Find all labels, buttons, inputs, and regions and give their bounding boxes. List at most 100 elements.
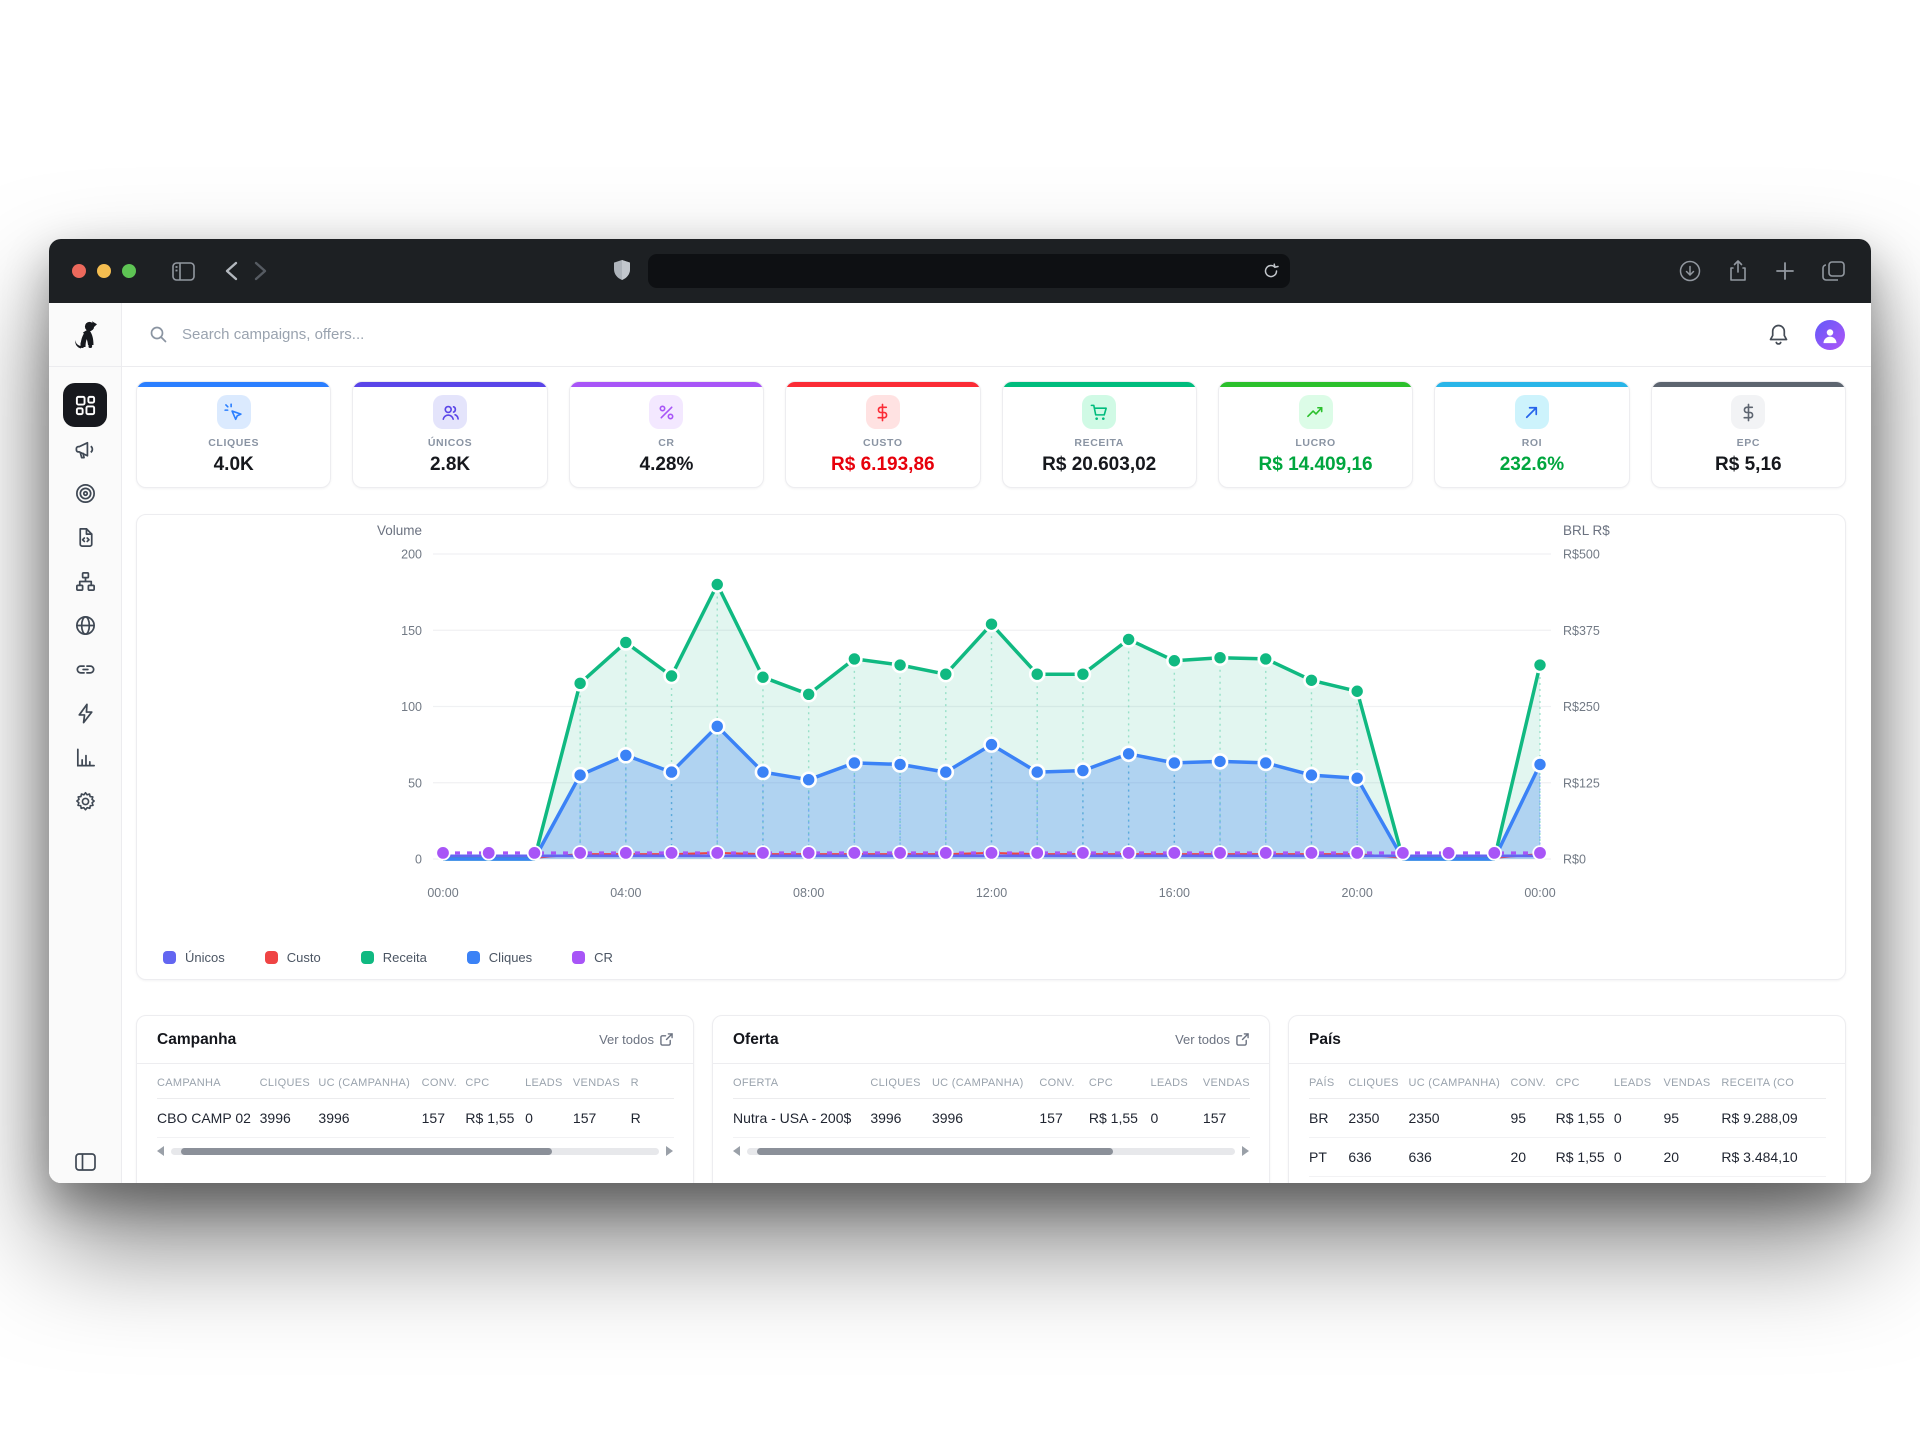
kpi-card-cliques: CLIQUES 4.0K — [136, 381, 332, 488]
svg-text:16:00: 16:00 — [1159, 886, 1190, 900]
privacy-shield-icon[interactable] — [613, 259, 631, 281]
svg-text:00:00: 00:00 — [427, 886, 458, 900]
external-link-icon — [660, 1033, 673, 1046]
oferta-title: Oferta — [733, 1030, 779, 1048]
search-icon — [150, 326, 167, 343]
legend-swatch — [163, 951, 176, 964]
svg-text:150: 150 — [401, 624, 422, 638]
campanha-title: Campanha — [157, 1030, 237, 1048]
url-bar[interactable] — [648, 254, 1290, 288]
lightning-icon — [77, 703, 93, 723]
svg-text:Volume: Volume — [377, 523, 422, 538]
horizontal-scrollbar[interactable] — [137, 1138, 693, 1156]
kpi-value: R$ 5,16 — [1715, 454, 1782, 475]
sidebar-item-reports[interactable] — [63, 735, 107, 779]
scroll-right-arrow[interactable] — [1242, 1146, 1249, 1156]
scrollbar-thumb[interactable] — [756, 1147, 1113, 1155]
table-row[interactable]: Nutra - USA - 200$ 3996 3996 157 R$ 1,55 0 157 — [733, 1098, 1250, 1138]
downloads-icon[interactable] — [1679, 260, 1701, 282]
scroll-left-arrow[interactable] — [733, 1146, 740, 1156]
table-header-row: OFERTA CLIQUES UC (CAMPANHA) CONV. CPC LEADS V… — [733, 1064, 1250, 1099]
browser-forward-button[interactable] — [254, 261, 267, 281]
notifications-bell-icon[interactable] — [1768, 323, 1789, 346]
sidebar-collapse-icon[interactable] — [49, 1153, 121, 1171]
sidebar-item-landing-pages[interactable] — [63, 515, 107, 559]
browser-toolbar — [49, 239, 1871, 303]
reload-icon[interactable] — [1263, 263, 1279, 279]
arrow-up-right-icon — [1514, 395, 1549, 429]
legend-item-cliques[interactable]: Cliques — [466, 950, 532, 965]
kpi-card-roi: ROI 232.6% — [1434, 381, 1630, 488]
globe-icon — [75, 615, 95, 635]
svg-text:200: 200 — [401, 548, 422, 562]
code-page-icon — [78, 527, 93, 547]
campanha-table: CAMPANHA CLIQUES UC (CAMPANHA) CONV. CPC LEAD… — [157, 1064, 674, 1138]
oferta-table: OFERTA CLIQUES UC (CAMPANHA) CONV. CPC LEADS V… — [733, 1064, 1250, 1138]
share-icon[interactable] — [1728, 259, 1748, 283]
dollar-icon — [865, 395, 900, 429]
app-logo[interactable] — [49, 303, 122, 366]
table-row[interactable]: PT 636 636 20 R$ 1,55 0 20 R$ 3.484,10 — [1309, 1137, 1826, 1177]
scrollbar-thumb[interactable] — [180, 1147, 552, 1155]
sitemap-icon — [75, 571, 95, 591]
table-row[interactable]: CBO CAMP 02 3996 3996 157 R$ 1,55 0 157 R — [157, 1098, 674, 1138]
svg-text:BRL R$: BRL R$ — [1563, 523, 1610, 538]
kpi-value: 4.28% — [639, 454, 694, 475]
sidebar-item-settings[interactable] — [63, 779, 107, 823]
svg-text:50: 50 — [408, 776, 422, 790]
link-icon — [76, 664, 94, 674]
kpi-value: R$ 6.193,86 — [831, 454, 935, 475]
dog-logo-icon — [75, 320, 97, 348]
kpi-value: 2.8K — [429, 454, 471, 475]
kpi-label: ÚNICOS — [427, 437, 473, 449]
browser-sidebar-toggle-icon[interactable] — [172, 261, 195, 281]
svg-text:0: 0 — [415, 853, 422, 867]
oferta-ver-todos-link[interactable]: Ver todos — [1175, 1032, 1249, 1047]
table-row[interactable]: BR 2350 2350 95 R$ 1,55 0 95 R$ 9.288,09 — [1309, 1098, 1826, 1138]
kpi-row: CLIQUES 4.0K ÚNICOS 2.8K — [136, 381, 1846, 488]
sidebar-item-campaigns[interactable] — [63, 427, 107, 471]
horizontal-scrollbar[interactable] — [713, 1138, 1269, 1156]
time-series-chart: 200 150 100 50 0 R$500 R$375 R$250 R$125 R$0 Volum… — [377, 523, 1610, 900]
svg-text:R$0: R$0 — [1563, 853, 1586, 867]
dashboard-content: CLIQUES 4.0K ÚNICOS 2.8K — [122, 367, 1871, 1183]
legend-swatch — [466, 951, 480, 964]
legend-item-cr[interactable]: CR — [572, 950, 613, 965]
new-tab-icon[interactable] — [1775, 261, 1795, 281]
tab-overview-icon[interactable] — [1822, 260, 1845, 282]
legend-item-receita[interactable]: Receita — [360, 950, 427, 965]
window-controls — [49, 264, 136, 278]
svg-text:04:00: 04:00 — [610, 886, 641, 900]
svg-text:R$375: R$375 — [1563, 624, 1600, 638]
person-icon — [1823, 328, 1837, 343]
svg-text:00:00: 00:00 — [1524, 886, 1555, 900]
kpi-label: ROI — [1521, 437, 1543, 449]
sidebar-item-automation[interactable] — [63, 691, 107, 735]
percent-icon — [649, 395, 684, 429]
legend-swatch — [360, 951, 374, 964]
close-window-button[interactable] — [72, 264, 86, 278]
pais-table: PAÍS CLIQUES UC (CAMPANHA) CONV. CPC LEADS VEN… — [1309, 1064, 1826, 1177]
sidebar-item-links[interactable] — [63, 647, 107, 691]
search-input[interactable] — [180, 325, 604, 344]
scroll-right-arrow[interactable] — [666, 1146, 673, 1156]
user-avatar[interactable] — [1815, 319, 1845, 350]
kpi-label: EPC — [1736, 437, 1760, 449]
dollar-icon — [1731, 395, 1766, 429]
pais-title: País — [1309, 1030, 1341, 1048]
sidebar-item-dashboard[interactable] — [63, 383, 107, 427]
browser-back-button[interactable] — [225, 261, 238, 281]
campanha-ver-todos-link[interactable]: Ver todos — [599, 1032, 673, 1047]
chart-legend: Únicos Custo Receita Cliques CR — [163, 950, 613, 965]
legend-item-unicos[interactable]: Únicos — [163, 950, 225, 965]
sidebar-item-domains[interactable] — [63, 603, 107, 647]
scroll-left-arrow[interactable] — [157, 1146, 164, 1156]
svg-text:12:00: 12:00 — [976, 886, 1007, 900]
table-header-row: CAMPANHA CLIQUES UC (CAMPANHA) CONV. CPC LEAD… — [157, 1064, 674, 1099]
gear-icon — [75, 791, 95, 811]
minimize-window-button[interactable] — [97, 264, 111, 278]
sidebar-item-funnels[interactable] — [63, 559, 107, 603]
zoom-window-button[interactable] — [122, 264, 136, 278]
sidebar-item-offers[interactable] — [63, 471, 107, 515]
legend-item-custo[interactable]: Custo — [264, 950, 321, 965]
